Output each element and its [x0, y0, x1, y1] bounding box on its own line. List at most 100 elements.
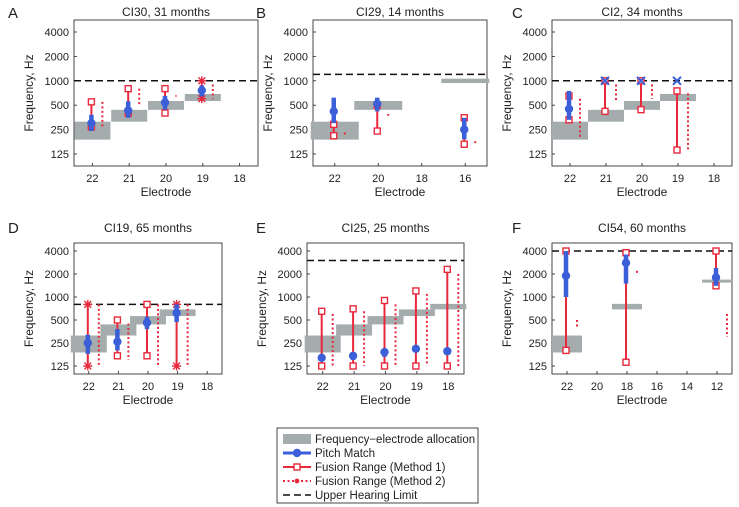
legend-item-fusion1: Fusion Range (Method 1): [283, 462, 446, 474]
y-tick-label: 2000: [284, 51, 308, 63]
fusion-high-marker: [143, 300, 151, 309]
panel-title: CI2, 34 months: [601, 5, 682, 19]
y-tick-label: 500: [284, 315, 302, 327]
y-tick-label: 4000: [278, 246, 302, 258]
y-tick-label: 500: [51, 100, 69, 112]
pitch-match-marker: [621, 258, 631, 268]
y-tick-label: 4000: [523, 27, 547, 39]
fusion-low-marker: [412, 362, 420, 370]
legend-label: Upper Hearing Limit: [315, 490, 418, 502]
pitch-match-marker: [142, 318, 152, 327]
fusion-low-marker: [143, 352, 151, 360]
legend-item-alloc: Frequency−electrode allocation: [283, 434, 475, 446]
x-tick-label: 20: [636, 173, 648, 185]
x-tick-label: 18: [201, 381, 213, 393]
axes-frame: [312, 19, 488, 167]
y-tick-label: 4000: [45, 246, 69, 258]
fusion-low-marker: [637, 105, 645, 114]
y-tick-label: 500: [290, 100, 308, 112]
panel-letter: A: [8, 5, 18, 22]
fusion-high-marker: [83, 299, 93, 309]
pitch-match-marker: [83, 338, 93, 348]
x-axis-label: Electrode: [617, 393, 668, 407]
y-tick-label: 500: [529, 100, 547, 112]
pitch-match-marker: [329, 107, 338, 116]
legend-item-fusion2: Fusion Range (Method 2): [283, 476, 446, 488]
y-tick-label: 4000: [45, 27, 69, 39]
x-tick-label: 21: [112, 381, 124, 393]
panel-letter: E: [256, 220, 266, 237]
y-axis-label: Frequency, Hz: [261, 54, 275, 131]
x-axis-label: Electrode: [617, 185, 668, 199]
panel-b: 125 250 500 1000 2000 4000 22 20 18 16 Electrode Fr…: [256, 5, 490, 199]
y-tick-label: 500: [529, 315, 547, 327]
fusion-high-marker: [87, 98, 96, 106]
pitch-match-marker: [380, 347, 389, 357]
legend-swatch-fusion1-marker: [293, 463, 301, 471]
x-tick-label: 21: [123, 173, 135, 185]
y-tick-label: 125: [529, 361, 547, 373]
y-axis-label: Frequency, Hz: [500, 54, 514, 131]
fusion-high-marker: [113, 316, 122, 324]
pitch-match-marker: [711, 273, 721, 282]
panel-title: CI29, 14 months: [356, 5, 444, 19]
y-tick-label: 1000: [523, 76, 547, 88]
x-tick-label: 18: [416, 173, 428, 185]
fusion-low-marker: [172, 361, 182, 371]
pitch-match-marker: [443, 347, 452, 356]
fusion-low-marker: [83, 361, 93, 371]
pitch-match-marker: [197, 86, 206, 95]
fusion-low-marker: [330, 132, 338, 140]
panel-f: 125 250 500 1000 2000 4000 22 20 18 16 14 12 Electro…: [500, 220, 733, 407]
pitch-match-marker: [672, 76, 682, 86]
legend-swatch-fusion2-marker: [294, 478, 300, 484]
panel-title: CI19, 65 months: [104, 221, 192, 235]
fusion-high-marker: [349, 305, 357, 313]
legend-item-limit: Upper Hearing Limit: [283, 490, 418, 502]
y-tick-label: 4000: [523, 246, 547, 258]
pitch-match-marker: [317, 353, 326, 363]
x-tick-label: 22: [86, 173, 98, 185]
fusion-low-marker: [349, 362, 357, 370]
x-tick-label: 18: [442, 381, 454, 393]
fusion-high-marker: [197, 76, 207, 86]
panel-a: 125 250 500 1000 2000 4000 22 21 20 19 18 Electrode…: [8, 5, 259, 199]
fusion-low-marker: [318, 362, 326, 370]
y-tick-label: 250: [51, 338, 69, 350]
y-tick-label: 2000: [45, 269, 69, 281]
fusion-low-marker: [443, 362, 451, 370]
y-tick-label: 1000: [284, 76, 308, 88]
x-tick-label: 16: [459, 173, 471, 185]
y-tick-label: 250: [51, 125, 69, 137]
pitch-match-marker: [373, 99, 382, 109]
x-tick-label: 18: [708, 173, 720, 185]
x-tick-label: 19: [171, 381, 183, 393]
fusion-low-marker: [113, 352, 122, 360]
pitch-match-marker: [348, 351, 358, 360]
x-tick-label: 22: [83, 381, 95, 393]
fusion-high-marker: [380, 296, 389, 305]
y-axis-label: Frequency, Hz: [255, 270, 269, 347]
fusion-high-marker: [412, 287, 420, 295]
pitch-match-marker: [600, 76, 610, 86]
x-tick-label: 16: [651, 381, 663, 393]
fusion-low-marker: [373, 127, 381, 135]
pitch-match-marker: [636, 76, 646, 86]
pitch-match-marker: [460, 125, 469, 134]
panel-title: CI54, 60 months: [598, 221, 686, 235]
fusion-high-marker: [124, 84, 132, 93]
y-tick-label: 1000: [523, 292, 547, 304]
panel-letter: F: [512, 220, 521, 237]
x-tick-label: 22: [561, 381, 573, 393]
panel-title: CI25, 25 months: [341, 221, 429, 235]
fusion-low-marker: [622, 358, 630, 366]
y-tick-label: 1000: [278, 292, 302, 304]
y-axis-label: Frequency, Hz: [500, 270, 514, 347]
x-axis-label: Electrode: [375, 185, 426, 199]
y-tick-label: 250: [290, 125, 308, 137]
legend-label: Frequency−electrode allocation: [315, 434, 475, 446]
pitch-match-marker: [87, 118, 96, 128]
y-tick-label: 2000: [523, 51, 547, 63]
panel-c: 125 250 500 1000 2000 4000 22 21 20 19 18 Electrode…: [500, 5, 733, 199]
